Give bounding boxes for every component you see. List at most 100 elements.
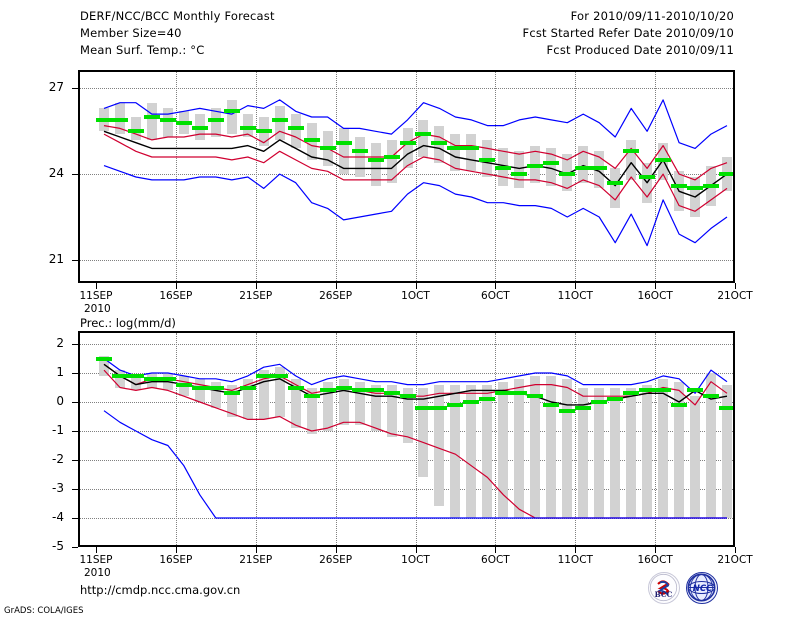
observed-dash: [655, 388, 672, 393]
x-axis-tick: [175, 547, 177, 553]
observed-dash: [303, 394, 320, 399]
observed-dash: [431, 405, 448, 410]
spread-bar: [562, 378, 573, 518]
observed-dash: [415, 405, 432, 410]
observed-dash: [527, 394, 544, 399]
spread-bar: [98, 355, 109, 376]
spread-bar: [482, 384, 493, 518]
spread-bar: [594, 387, 605, 518]
gridline-vertical: [495, 333, 497, 545]
x-axis-tick: [735, 547, 736, 553]
spread-bar: [578, 145, 589, 183]
x-axis-label: 11SEP: [79, 290, 113, 302]
observed-dash: [223, 391, 240, 396]
observed-dash: [111, 373, 128, 378]
observed-dash: [207, 385, 224, 390]
y-axis-tick: [72, 518, 78, 519]
spread-bar: [274, 105, 285, 140]
observed-dash: [271, 117, 288, 122]
observed-dash: [447, 402, 464, 407]
y-axis-tick: [72, 431, 78, 433]
y-axis-label: 2: [56, 336, 64, 351]
observed-dash: [623, 149, 640, 154]
observed-dash: [463, 146, 480, 151]
spread-bar: [674, 381, 685, 518]
gridline-horizontal: [80, 344, 733, 346]
observed-dash: [159, 376, 176, 381]
spread-bar: [210, 381, 221, 408]
observed-dash: [511, 172, 528, 177]
grads-credit: GrADS: COLA/IGES: [4, 606, 84, 616]
observed-dash: [719, 172, 733, 177]
spread-bar: [450, 384, 461, 518]
observed-dash: [127, 129, 144, 134]
svg-text:NCC: NCC: [693, 584, 713, 594]
x-axis-tick: [495, 283, 497, 289]
source-url[interactable]: http://cmdp.ncc.cma.gov.cn: [80, 583, 241, 597]
gridline-vertical: [495, 72, 497, 281]
observed-dash: [335, 385, 352, 390]
observed-dash: [351, 149, 368, 154]
gridline-vertical: [575, 72, 577, 281]
spread-bar: [354, 381, 365, 426]
x-axis-label: 21SEP: [239, 290, 273, 302]
observed-dash: [239, 385, 256, 390]
gridline-vertical: [335, 333, 337, 545]
observed-dash: [495, 391, 512, 396]
spread-bar: [706, 373, 717, 518]
observed-dash: [431, 140, 448, 145]
x-axis-label: 11OCT: [557, 290, 593, 302]
observed-dash: [495, 166, 512, 171]
series-overlay: [103, 358, 728, 519]
x-axis-tick: [175, 283, 177, 289]
observed-dash: [575, 166, 592, 171]
x-axis-tick: [415, 283, 417, 289]
observed-dash: [335, 140, 352, 145]
x-axis-label: 16SEP: [159, 290, 193, 302]
y-axis-label: 27: [48, 80, 64, 95]
spread-bar: [130, 375, 141, 391]
gridline-vertical: [655, 333, 657, 545]
spread-bar: [338, 378, 349, 426]
x-axis-tick: [255, 547, 257, 553]
observed-dash: [463, 400, 480, 405]
plot-area: [80, 333, 733, 545]
gridline-vertical: [415, 72, 417, 281]
plot-frame: [78, 70, 735, 283]
gridline-vertical: [255, 333, 257, 545]
spread-bar: [626, 139, 637, 180]
x-axis-tick: [96, 283, 97, 289]
observed-dash: [447, 146, 464, 151]
observed-dash: [703, 183, 720, 188]
observed-dash: [351, 388, 368, 393]
series-line-minimum: [103, 165, 728, 247]
observed-dash: [591, 166, 608, 171]
series-line-lower-quartile: [103, 133, 728, 212]
spread-bar: [258, 370, 269, 420]
spread-bar: [722, 384, 732, 518]
y-axis-tick: [72, 373, 78, 375]
observed-dash: [511, 391, 528, 396]
spread-bar: [402, 387, 413, 443]
precipitation-panel: [78, 331, 735, 547]
y-axis-label: 1: [56, 365, 64, 380]
y-axis-tick: [72, 88, 78, 90]
bcc-logo-mark: BCC: [649, 573, 678, 602]
temperature-variable-label: Mean Surf. Temp.: °C: [80, 43, 205, 57]
x-axis-tick: [575, 283, 577, 289]
observed-dash: [671, 402, 688, 407]
observed-dash: [623, 391, 640, 396]
observed-dash: [687, 186, 704, 191]
observed-dash: [127, 373, 144, 378]
observed-dash: [591, 400, 608, 405]
x-axis-label: 16SEP: [159, 554, 193, 566]
spread-bar: [546, 148, 557, 186]
x-axis-label: 11SEP: [79, 554, 113, 566]
y-axis-label: -3: [52, 481, 64, 495]
observed-dash: [95, 117, 112, 122]
spread-bar: [690, 396, 701, 518]
x-axis-tick: [255, 283, 257, 289]
y-axis-tick: [72, 174, 78, 176]
observed-dash: [559, 408, 576, 413]
observed-dash: [559, 172, 576, 177]
